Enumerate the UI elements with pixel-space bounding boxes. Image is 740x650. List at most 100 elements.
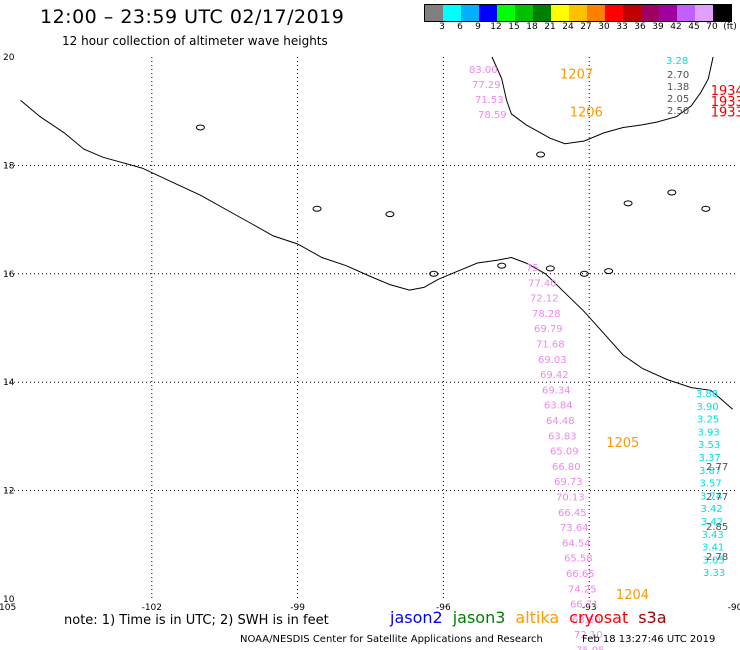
swh-value: 65.58 <box>564 554 593 565</box>
swh-value: 3.43 <box>702 530 724 541</box>
latitude-label: 18 <box>3 161 15 171</box>
longitude-label: -105 <box>0 603 16 613</box>
island-outline <box>667 189 677 196</box>
swh-value: 65.09 <box>550 447 579 458</box>
colorbar-tick-label: 27 <box>580 22 592 32</box>
latitude-label: 20 <box>3 53 15 63</box>
swh-value: 69.42 <box>540 370 569 381</box>
swh-value: 3.88 <box>696 389 718 400</box>
swh-value: 77.40 <box>528 278 557 289</box>
swh-value: 66.45 <box>558 508 587 519</box>
longitude-label: -90 <box>728 603 740 613</box>
colorbar-tick-label: 30 <box>598 22 610 32</box>
island-outline <box>536 151 546 158</box>
swh-value: 63.83 <box>548 431 577 442</box>
swh-value: 74.25 <box>568 584 597 595</box>
swh-value: 66.80 <box>552 462 581 473</box>
colorbar-tick-label: 6 <box>457 22 463 32</box>
colorbar-tick-label: 15 <box>508 22 520 32</box>
colorbar-swatch <box>605 5 623 21</box>
colorbar-swatch <box>443 5 461 21</box>
swh-value: 3.37 <box>699 453 721 464</box>
swh-value: 3.57 <box>700 479 722 490</box>
colorbar-tick-label: 9 <box>475 22 481 32</box>
track-id-label: 1934 <box>711 84 740 99</box>
satellite-legend: jason2 jason3 altika cryosat s3a <box>390 608 677 627</box>
colorbar-tick-label: 12 <box>490 22 502 32</box>
legend-entry-jason2: jason2 <box>390 608 443 627</box>
generated-timestamp: Feb 18 13:27:46 UTC 2019 <box>582 634 716 645</box>
latitude-label: 10 <box>3 595 15 605</box>
colorbar-tick-label: 45 <box>688 22 700 32</box>
swh-value: 3.42 <box>701 504 723 515</box>
longitude-label: -102 <box>142 603 162 613</box>
longitude-label: -93 <box>582 603 597 613</box>
islands <box>195 124 711 277</box>
track-id-label: 1207 <box>560 68 593 83</box>
track-id-label: 1206 <box>570 106 603 121</box>
colorbar-swatch <box>587 5 605 21</box>
island-outline <box>604 268 614 275</box>
colorbar-swatch <box>695 5 713 21</box>
colorbar-swatch <box>641 5 659 21</box>
swh-value: 64.48 <box>546 416 575 427</box>
axis-labels: -105 -102 -99 -96 -93 -90 10 12 14 16 18 20 <box>0 53 740 613</box>
island-outline <box>312 205 322 212</box>
colorbar-tick-label: 39 <box>652 22 664 32</box>
island-outline <box>429 270 439 277</box>
swh-value: 66.65 <box>566 569 595 580</box>
track-id-label: 1933 <box>711 106 740 121</box>
legend-entry-s3a: s3a <box>638 608 667 627</box>
swh-value: 2.70 <box>667 70 689 81</box>
swh-value: 69.79 <box>534 324 563 335</box>
swh-value: 3.05 <box>703 555 725 566</box>
island-outline <box>623 200 633 207</box>
swh-value: 2.05 <box>667 94 689 105</box>
colorbar-tick-label: 24 <box>562 22 574 32</box>
colorbar-tick-label: 18 <box>526 22 538 32</box>
swh-value: 69.34 <box>542 385 571 396</box>
swh-value: 3.41 <box>702 543 724 554</box>
swh-value: 3.33 <box>703 568 725 579</box>
swh-value: 3.87 <box>699 466 721 477</box>
island-outline <box>701 205 711 212</box>
track-id-label: 1205 <box>606 436 639 451</box>
colorbar-swatch <box>551 5 569 21</box>
credit-text: NOAA/NESDIS Center for Satellite Applica… <box>240 634 543 645</box>
swh-value: 1.38 <box>667 82 689 93</box>
map-title: 12:00 – 23:59 UTC 02/17/2019 <box>40 6 345 28</box>
colorbar-unit: (ft) <box>723 22 737 32</box>
units-note: note: 1) Time is in UTC; 2) SWH is in fe… <box>64 613 329 628</box>
swh-value: 2.77 <box>706 462 728 473</box>
swh-value: 66.71 <box>570 600 599 611</box>
legend-entry-cryosat: cryosat <box>569 608 629 627</box>
swh-value: 2.50 <box>667 106 689 117</box>
track-id-label: 1933 <box>711 95 740 110</box>
colorbar-swatch <box>461 5 479 21</box>
colorbar-tick-label: 21 <box>544 22 556 32</box>
swh-value: 75 <box>526 263 539 274</box>
swh-value: 72.12 <box>530 294 559 305</box>
colorbar-swatch <box>515 5 533 21</box>
wave-height-values: 120712061205120419341933193383.0077.2971… <box>469 56 740 650</box>
swh-value: 63.60 <box>572 615 601 626</box>
swh-value: 69.73 <box>554 477 583 488</box>
island-outline <box>195 124 205 131</box>
colorbar-swatch <box>479 5 497 21</box>
colorbar-tick-label: 70 <box>706 22 718 32</box>
coastline <box>20 56 733 410</box>
island-outline <box>385 211 395 218</box>
island-outline <box>545 265 555 272</box>
swh-value: 3.93 <box>698 427 720 438</box>
legend-entry-jason3: jason3 <box>452 608 506 627</box>
latitude-label: 16 <box>3 270 15 280</box>
swh-value: 71.53 <box>475 95 504 106</box>
legend-entry-altika: altika <box>515 608 560 627</box>
swh-value: 2.78 <box>706 552 728 563</box>
swh-value: 78.59 <box>478 110 507 121</box>
island-outline <box>579 270 589 277</box>
map-subtitle: 12 hour collection of altimeter wave hei… <box>62 34 328 48</box>
swh-value: 3.53 <box>698 440 720 451</box>
longitude-label: -96 <box>436 603 451 613</box>
